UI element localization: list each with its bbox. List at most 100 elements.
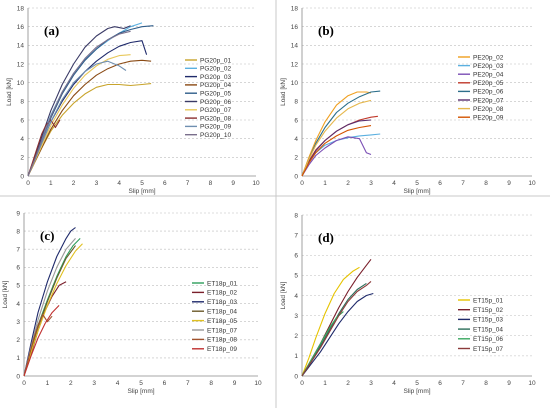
y-tick-label: 4 — [294, 293, 298, 300]
y-tick-label: 1 — [16, 355, 20, 362]
series-line-PG20p_02 — [27, 22, 143, 177]
y-tick-label: 3 — [294, 313, 298, 320]
y-tick-label: 18 — [17, 5, 25, 12]
x-tick-label: 2 — [346, 380, 350, 387]
legend-entry: PG20p_07 — [200, 107, 231, 114]
series-line-PE20p_08 — [301, 99, 372, 177]
x-tick-label: 0 — [26, 180, 30, 187]
x-tick-label: 0 — [22, 380, 26, 387]
series-line-ET18p_09 — [23, 305, 60, 377]
y-tick-label: 7 — [16, 247, 20, 254]
y-tick-label: 6 — [294, 253, 298, 260]
series-line-PG20p_05 — [27, 25, 154, 177]
legend-entry: ET15p_01 — [473, 297, 503, 304]
legend-entry: PG20p_01 — [200, 57, 231, 64]
legend-entry: ET18p_01 — [207, 280, 237, 287]
panel-label: (d) — [318, 230, 334, 245]
legend-entry: PE20p_07 — [473, 97, 504, 104]
y-tick-label: 2 — [16, 337, 20, 344]
x-tick-label: 7 — [461, 180, 465, 187]
x-tick-label: 4 — [116, 380, 120, 387]
y-tick-label: 2 — [294, 155, 298, 162]
y-tick-label: 10 — [17, 80, 25, 87]
x-tick-label: 2 — [346, 180, 350, 187]
legend-entry: ET18p_09 — [207, 346, 237, 353]
y-tick-label: 6 — [16, 265, 20, 272]
x-tick-label: 1 — [323, 380, 327, 387]
legend-entry: PE20p_04 — [473, 72, 504, 79]
x-tick-label: 9 — [507, 180, 511, 187]
y-tick-label: 1 — [294, 353, 298, 360]
y-tick-label: 4 — [294, 136, 298, 143]
y-tick-label: 7 — [294, 232, 298, 239]
legend-entry: PE20p_02 — [473, 54, 504, 61]
series-line-ET18p_01 — [23, 238, 81, 377]
series-line-PE20p_07 — [301, 119, 372, 177]
x-tick-label: 5 — [140, 180, 144, 187]
x-tick-label: 8 — [484, 380, 488, 387]
y-tick-label: 8 — [16, 228, 20, 235]
x-tick-label: 9 — [507, 380, 511, 387]
legend-entry: PG20p_02 — [200, 66, 231, 73]
panel-label: (a) — [44, 23, 59, 38]
series-line-PE20p_09 — [301, 125, 372, 177]
legend-entry: ET15p_06 — [473, 336, 503, 343]
x-tick-label: 9 — [233, 380, 237, 387]
x-axis-label: Slip [mm] — [127, 388, 154, 395]
legend-entry: ET18p_03 — [207, 299, 237, 306]
y-tick-label: 8 — [294, 99, 298, 106]
legend-entry: ET18p_02 — [207, 290, 237, 297]
y-tick-label: 8 — [20, 99, 24, 106]
y-axis-label: Load [kN] — [280, 281, 287, 309]
y-tick-label: 14 — [291, 43, 299, 50]
x-tick-label: 5 — [415, 380, 419, 387]
series-line-ET18p_02 — [23, 281, 67, 377]
y-tick-label: 6 — [294, 117, 298, 124]
x-tick-label: 7 — [186, 380, 190, 387]
x-tick-label: 1 — [46, 380, 50, 387]
legend-entry: PG20p_10 — [200, 132, 231, 139]
x-tick-label: 1 — [49, 180, 53, 187]
series-line-ET18p_04 — [23, 245, 76, 377]
series-line-ET18p_05 — [23, 243, 83, 377]
legend-entry: PG20p_06 — [200, 99, 231, 106]
x-axis-label: Slip [mm] — [403, 188, 430, 195]
y-tick-label: 2 — [20, 155, 24, 162]
legend-entry: PG20p_04 — [200, 82, 231, 89]
x-tick-label: 4 — [392, 180, 396, 187]
panel-label: (c) — [40, 228, 54, 243]
chart-panel-3: 0 1 2 3 4 5 6 7 8 9 0 1 2 3 4 5 6 7 8 9 10 Slip [mm] Load [kN]… — [2, 210, 262, 395]
legend-entry: ET18p_05 — [207, 318, 237, 325]
x-tick-label: 4 — [117, 180, 121, 187]
x-tick-label: 7 — [461, 380, 465, 387]
legend-entry: ET18p_08 — [207, 337, 237, 344]
legend-entry: ET15p_03 — [473, 317, 503, 324]
legend-entry: PG20p_05 — [200, 91, 231, 98]
series-line-ET15p_01 — [301, 266, 360, 377]
x-tick-label: 6 — [438, 380, 442, 387]
y-tick-label: 3 — [16, 319, 20, 326]
x-tick-label: 1 — [323, 180, 327, 187]
series-line-PG20p_04 — [27, 59, 152, 177]
x-tick-label: 5 — [139, 380, 143, 387]
y-tick-label: 9 — [16, 210, 20, 217]
x-tick-label: 2 — [72, 180, 76, 187]
x-tick-label: 9 — [231, 180, 235, 187]
x-tick-label: 4 — [392, 380, 396, 387]
y-tick-label: 16 — [291, 24, 299, 31]
x-tick-label: 0 — [300, 180, 304, 187]
series-line-PG20p_10 — [27, 30, 131, 177]
legend-entry: PE20p_05 — [473, 80, 504, 87]
y-tick-label: 10 — [291, 80, 299, 87]
series-line-PG20p_03 — [27, 40, 148, 177]
legend-entry: ET18p_04 — [207, 309, 237, 316]
y-tick-label: 0 — [16, 373, 20, 380]
x-tick-label: 3 — [369, 180, 373, 187]
x-tick-label: 6 — [163, 180, 167, 187]
x-tick-label: 8 — [209, 380, 213, 387]
y-axis-label: Load [kN] — [280, 78, 287, 106]
y-tick-label: 2 — [294, 333, 298, 340]
